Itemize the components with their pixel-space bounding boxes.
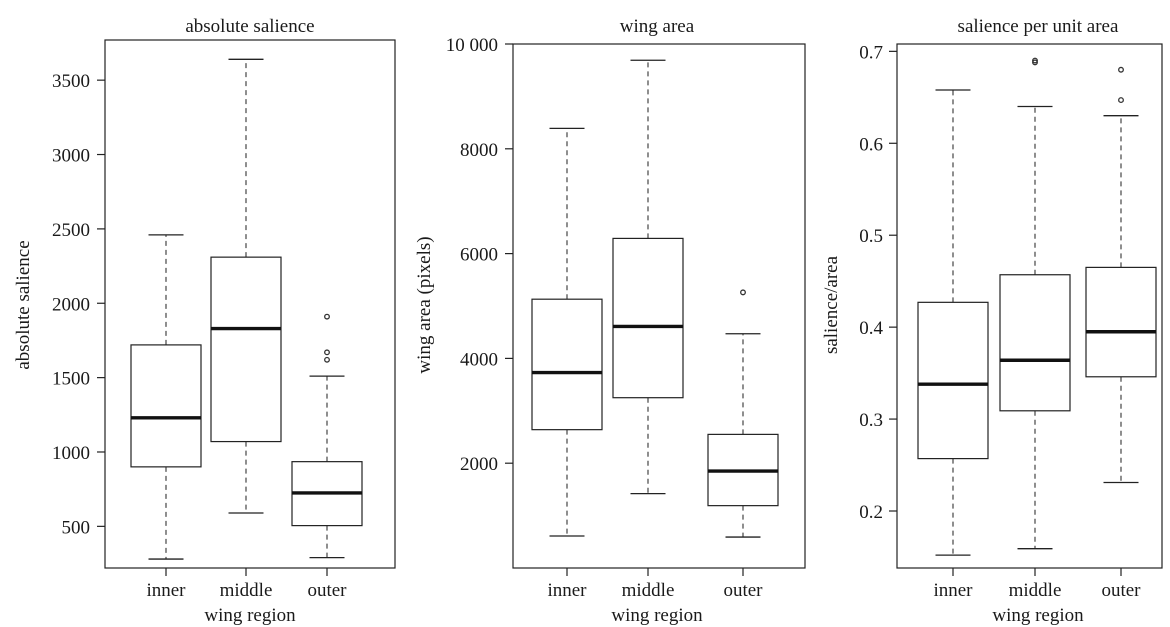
y-tick-label: 0.4 [859, 318, 883, 339]
x-tick-label-inner: inner [146, 580, 186, 601]
y-tick-label: 6000 [460, 245, 498, 266]
y-axis-label: absolute salience [13, 240, 34, 369]
y-tick-label: 8000 [460, 140, 498, 161]
y-axis-label: salience/area [821, 255, 842, 354]
outlier-point-outer [1118, 97, 1124, 104]
plot-frame [896, 43, 1163, 569]
plot-frame [104, 39, 396, 569]
iqr-box-outer [1085, 266, 1157, 378]
x-axis-label: wing region [611, 605, 703, 626]
outlier-point-outer [324, 356, 330, 363]
x-tick-label-middle: middle [220, 580, 273, 601]
y-tick-label: 2000 [52, 294, 90, 315]
y-tick-label: 10 000 [446, 35, 498, 56]
panel-salience-per-unit-area: salience per unit area salience/area wing … [821, 16, 1163, 626]
y-tick-label: 2000 [460, 454, 498, 475]
x-tick-label-middle: middle [1009, 580, 1062, 601]
iqr-box-middle [210, 256, 282, 443]
outlier-point-outer [324, 313, 330, 320]
x-tick-label-outer: outer [723, 580, 763, 601]
y-tick-label: 3500 [52, 71, 90, 92]
outlier-point-middle [1032, 57, 1038, 64]
y-tick-label: 0.5 [859, 226, 883, 247]
panel-title: salience per unit area [958, 16, 1119, 37]
x-tick-label-inner: inner [933, 580, 973, 601]
iqr-box-inner [917, 301, 989, 460]
iqr-box-inner [130, 344, 202, 468]
iqr-box-inner [531, 298, 603, 431]
y-tick-label: 4000 [460, 349, 498, 370]
y-tick-label: 0.3 [859, 410, 883, 431]
y-tick-label: 0.2 [859, 502, 883, 523]
x-axis-label: wing region [204, 605, 296, 626]
x-tick-label-outer: outer [307, 580, 347, 601]
y-tick-label: 500 [62, 517, 91, 538]
x-tick-label-outer: outer [1101, 580, 1141, 601]
y-tick-label: 0.6 [859, 134, 883, 155]
panel-absolute-salience: absolute salience absolute salience wing r… [13, 16, 396, 626]
x-tick-label-inner: inner [547, 580, 587, 601]
y-tick-label: 2500 [52, 220, 90, 241]
panel-title: wing area [620, 16, 695, 37]
panel-title: absolute salience [185, 16, 314, 37]
y-axis-label: wing area (pixels) [414, 236, 435, 373]
y-tick-label: 1500 [52, 369, 90, 390]
outlier-point-outer [740, 289, 746, 296]
outlier-point-outer [1118, 66, 1124, 73]
iqr-box-middle [612, 237, 684, 399]
y-tick-label: 3000 [52, 146, 90, 167]
x-tick-label-middle: middle [622, 580, 675, 601]
y-tick-label: 1000 [52, 443, 90, 464]
plot-frame [512, 43, 806, 569]
x-axis-label: wing region [992, 605, 1084, 626]
iqr-box-middle [999, 274, 1071, 412]
outlier-point-outer [324, 349, 330, 356]
y-tick-label: 0.7 [859, 42, 883, 63]
panel-wing-area: wing area wing area (pixels) wing region 20… [414, 16, 806, 626]
